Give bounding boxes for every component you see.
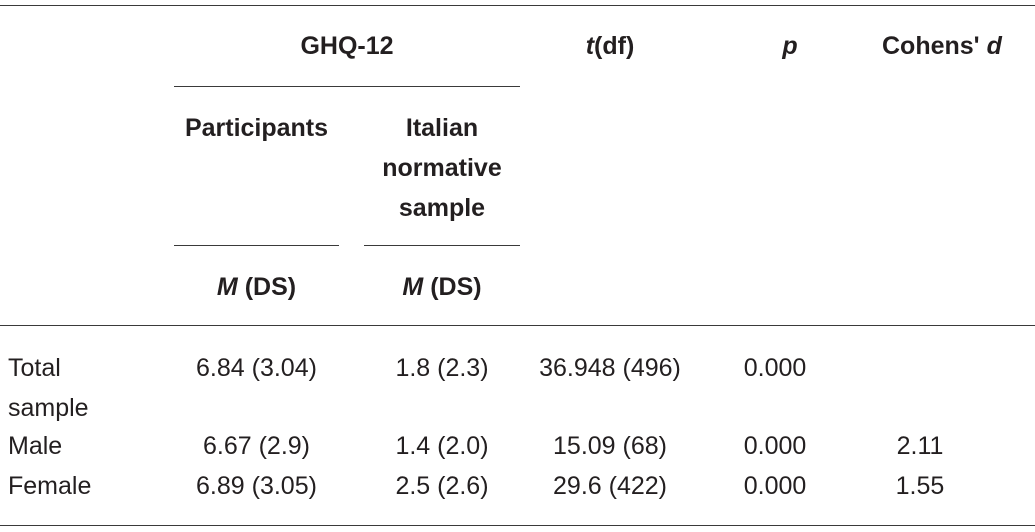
cohens-label: Cohens' [882, 32, 987, 60]
cell-participants: 6.67 (2.9) [202, 432, 310, 460]
cell-p: 0.000 [743, 354, 807, 382]
m-italic: M [402, 273, 424, 301]
participants-header: Participants [184, 114, 329, 142]
p-header: p [740, 26, 840, 66]
row-label-male: Male [8, 432, 63, 460]
row-label-total: Total sample [8, 348, 89, 428]
italian-line-3: sample [398, 194, 486, 222]
cell-t-df: 15.09 (68) [553, 432, 667, 460]
cell-d: 2.11 [896, 432, 944, 460]
table-bottom-rule [0, 525, 1035, 526]
t-df-header: t(df) [520, 26, 700, 66]
t-italic: t [585, 32, 595, 60]
ghq-span-rule [174, 86, 520, 87]
ds-label: (DS) [237, 273, 297, 301]
cohens-d-header: Cohens' d [882, 26, 1002, 66]
participants-m-ds: M (DS) [174, 267, 339, 307]
participants-rule [174, 245, 339, 246]
df-label: (df) [594, 32, 635, 60]
italian-normative-header: Italian normative sample [364, 108, 520, 228]
m-italic: M [216, 273, 238, 301]
header-bottom-rule [0, 325, 1035, 326]
italian-m-ds: M (DS) [364, 267, 520, 307]
cell-participants: 6.89 (3.05) [196, 472, 317, 500]
ghq-header: GHQ-12 [300, 32, 394, 60]
top-rule [0, 5, 1035, 6]
d-italic: d [986, 32, 1002, 60]
cell-participants: 6.84 (3.04) [196, 354, 317, 382]
italian-rule [364, 245, 520, 246]
cell-italian: 2.5 (2.6) [395, 472, 489, 500]
cell-d: 1.55 [895, 472, 945, 500]
row-label-line-2: sample [8, 394, 89, 422]
row-label-female: Female [8, 472, 92, 500]
row-label-line-1: Total [8, 354, 61, 382]
p-italic: p [782, 32, 798, 60]
ds-label: (DS) [423, 273, 482, 301]
cell-italian: 1.8 (2.3) [395, 354, 489, 382]
cell-p: 0.000 [743, 472, 807, 500]
italian-line-1: Italian [405, 114, 479, 142]
cell-t-df: 29.6 (422) [553, 472, 667, 500]
cell-t-df: 36.948 (496) [539, 354, 681, 382]
cell-italian: 1.4 (2.0) [395, 432, 489, 460]
cell-p: 0.000 [743, 432, 807, 460]
italian-line-2: normative [382, 154, 502, 182]
